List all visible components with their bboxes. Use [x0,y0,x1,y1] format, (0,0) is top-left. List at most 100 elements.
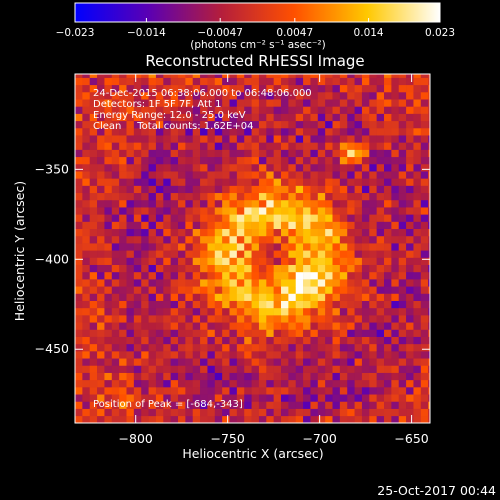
heatmap-cell [75,84,83,93]
heatmap-cell [163,286,171,294]
heatmap-cell [354,293,363,301]
heatmap-cell [347,149,355,158]
heatmap-cell [141,84,149,93]
heatmap-cell [170,358,179,366]
heatmap-cell [133,271,142,280]
heatmap-cell [273,74,282,78]
heatmap-cell [398,271,407,280]
heatmap-cell [288,322,297,330]
heatmap-cell [111,77,120,86]
heatmap-cell [295,156,304,165]
heatmap-cell [229,142,238,150]
heatmap-cell [317,235,326,244]
heatmap-cell [163,228,171,237]
heatmap-cell [163,415,171,423]
heatmap-cell [288,271,297,280]
heatmap-cell [317,343,326,352]
heatmap-cell [339,99,348,107]
heatmap-cell [75,358,83,366]
heatmap-cell [251,293,260,301]
heatmap-cell [119,322,127,330]
heatmap-cell [303,351,311,359]
heatmap-cell [89,127,98,136]
heatmap-cell [347,135,355,143]
heatmap-cell [75,401,83,409]
heatmap-cell [119,379,127,388]
heatmap-cell [141,387,149,395]
heatmap-cell [119,214,127,222]
heatmap-cell [317,163,326,172]
heatmap-cell [347,228,355,237]
heatmap-cell [384,163,392,172]
heatmap-cell [317,315,326,323]
heatmap-cell [258,77,267,86]
heatmap-cell [111,84,120,93]
heatmap-cell [354,307,363,316]
heatmap-cell [200,329,208,337]
heatmap-cell [376,343,385,352]
heatmap-cell [339,135,348,143]
heatmap-cell [325,401,333,409]
heatmap-cell [163,77,171,86]
heatmap-cell [391,329,400,337]
heatmap-cell [347,142,355,150]
heatmap-cell [347,84,355,93]
heatmap-cell [163,379,171,388]
heatmap-cell [178,365,186,373]
heatmap-cell [207,142,216,150]
heatmap-cell [413,300,422,309]
heatmap-cell [104,343,113,352]
heatmap-cell [75,257,83,265]
heatmap-cell [303,264,311,273]
heatmap-cell [155,84,164,93]
heatmap-cell [155,408,164,417]
heatmap-cell [303,415,311,423]
heatmap-cell [141,221,149,230]
heatmap-cell [369,401,377,409]
heatmap-cell [141,207,149,215]
heatmap-cell [413,293,422,301]
heatmap-cell [325,91,333,100]
heatmap-cell [266,351,274,359]
heatmap-cell [126,250,135,258]
heatmap-cell [104,379,113,388]
heatmap-cell [163,300,171,309]
heatmap-cell [332,221,341,230]
heatmap-cell [258,142,267,150]
heatmap-cell [420,127,429,136]
heatmap-cell [347,207,355,215]
heatmap-cell [266,329,274,337]
heatmap-cell [251,192,260,201]
heatmap-cell [244,271,252,280]
heatmap-cell [178,178,186,186]
heatmap-cell [185,408,194,417]
heatmap-cell [89,322,98,330]
heatmap-cell [251,163,260,172]
heatmap-cell [332,243,341,251]
heatmap-cell [207,120,216,129]
heatmap-cell [347,315,355,323]
heatmap-cell [420,293,429,301]
heatmap-cell [214,358,223,366]
heatmap-cell [170,214,179,222]
heatmap-cell [369,156,377,165]
heatmap-cell [354,300,363,309]
heatmap-cell [391,199,400,208]
heatmap-cell [133,199,142,208]
heatmap-cell [339,358,348,366]
heatmap-cell [325,207,333,215]
heatmap-cell [163,387,171,395]
heatmap-cell [192,315,201,323]
heatmap-cell [89,120,98,129]
heatmap-cell [361,365,370,373]
heatmap-cell [170,408,179,417]
heatmap-cell [89,192,98,201]
heatmap-cell [229,149,238,158]
heatmap-cell [97,214,105,222]
heatmap-cell [82,279,91,287]
heatmap-cell [111,408,120,417]
heatmap-cell [82,401,91,409]
heatmap-cell [376,142,385,150]
heatmap-cell [413,142,422,150]
heatmap-cell [398,142,407,150]
